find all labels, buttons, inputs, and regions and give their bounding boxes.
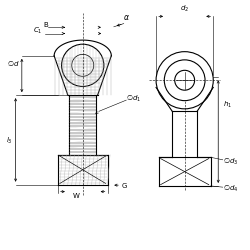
Text: B: B (43, 22, 48, 28)
Text: G: G (121, 183, 127, 189)
Text: $\varnothing d$: $\varnothing d$ (7, 58, 20, 68)
Text: $l_3$: $l_3$ (6, 136, 12, 146)
Text: W: W (73, 193, 80, 199)
Text: $\varnothing d_3$: $\varnothing d_3$ (223, 156, 238, 167)
Text: $\alpha$: $\alpha$ (123, 13, 130, 22)
Text: $d_2$: $d_2$ (180, 4, 189, 14)
Text: $\varnothing d_4$: $\varnothing d_4$ (223, 183, 238, 194)
Text: $C_1$: $C_1$ (34, 26, 43, 36)
Text: $h_1$: $h_1$ (223, 100, 232, 110)
Text: $\varnothing d_1$: $\varnothing d_1$ (126, 93, 142, 104)
